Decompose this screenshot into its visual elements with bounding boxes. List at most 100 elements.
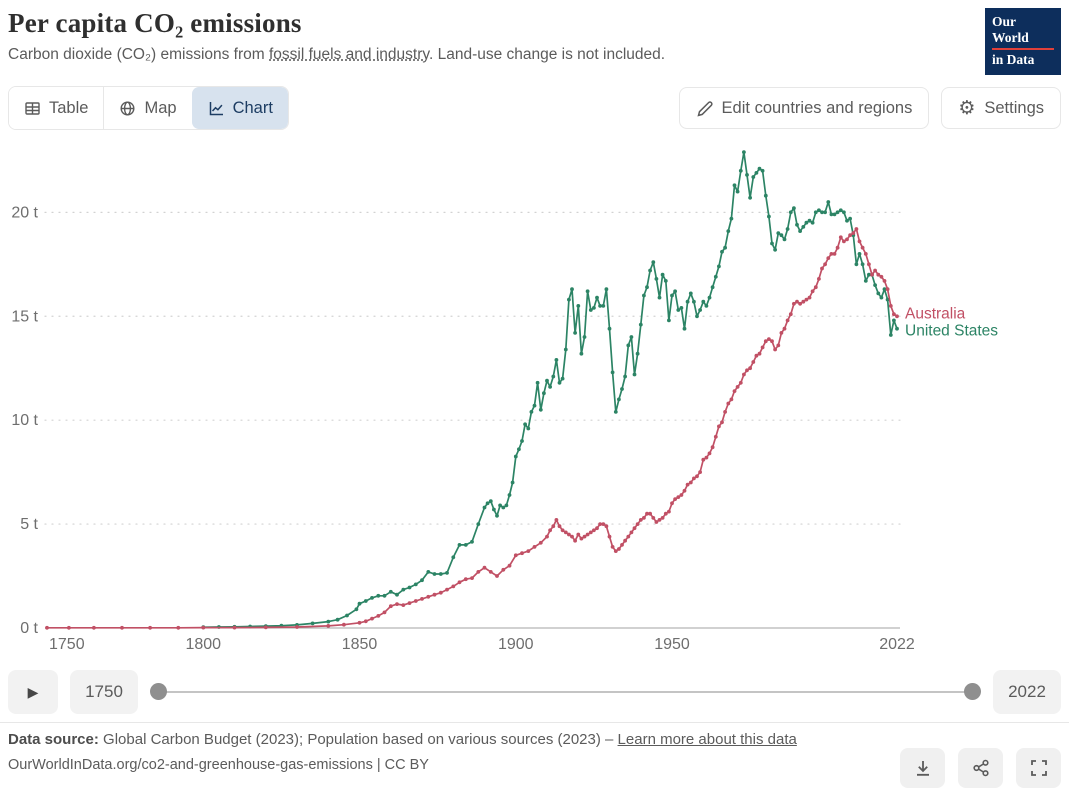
data-point[interactable] [663, 511, 668, 516]
data-point[interactable] [742, 150, 746, 154]
data-point[interactable] [713, 434, 718, 439]
data-point[interactable] [723, 245, 727, 250]
data-point[interactable] [682, 326, 687, 331]
data-point[interactable] [863, 252, 868, 256]
data-point[interactable] [295, 625, 299, 629]
data-point[interactable] [738, 380, 743, 385]
data-point[interactable] [779, 233, 784, 238]
data-point[interactable] [845, 237, 849, 242]
data-point[interactable] [542, 391, 546, 396]
data-point[interactable] [601, 522, 606, 526]
data-point[interactable] [682, 488, 687, 493]
data-point[interactable] [545, 534, 549, 539]
data-point[interactable] [688, 291, 693, 296]
data-point[interactable] [648, 511, 652, 516]
data-point[interactable] [632, 526, 637, 531]
data-point[interactable] [457, 580, 462, 585]
data-point[interactable] [651, 260, 656, 265]
data-point[interactable] [554, 518, 559, 522]
data-point[interactable] [620, 543, 624, 547]
data-point[interactable] [388, 604, 393, 609]
tab-chart[interactable]: Chart [191, 87, 288, 129]
data-point[interactable] [463, 577, 468, 582]
data-point[interactable] [501, 505, 506, 510]
data-point[interactable] [820, 266, 824, 271]
data-point[interactable] [595, 295, 599, 300]
data-point[interactable] [626, 343, 631, 348]
data-point[interactable] [642, 293, 646, 298]
data-point[interactable] [854, 227, 859, 231]
data-point[interactable] [745, 173, 749, 177]
data-point[interactable] [695, 314, 699, 319]
data-point[interactable] [642, 516, 646, 520]
data-point[interactable] [826, 200, 831, 204]
data-point[interactable] [835, 210, 840, 215]
play-button[interactable]: ▶ [8, 670, 58, 714]
data-point[interactable] [310, 621, 315, 626]
data-point[interactable] [670, 293, 674, 298]
data-point[interactable] [892, 312, 896, 317]
data-point[interactable] [888, 304, 893, 308]
data-point[interactable] [407, 585, 412, 590]
data-point[interactable] [388, 589, 393, 594]
fullscreen-button[interactable] [1016, 748, 1061, 788]
data-point[interactable] [829, 212, 834, 217]
data-point[interactable] [657, 518, 662, 522]
data-point[interactable] [704, 304, 709, 308]
data-point[interactable] [732, 183, 737, 188]
data-point[interactable] [563, 530, 568, 535]
data-point[interactable] [507, 493, 512, 497]
data-point[interactable] [879, 295, 884, 300]
data-point[interactable] [604, 287, 609, 292]
settings-button[interactable]: ⚙ Settings [941, 87, 1061, 129]
data-point[interactable] [370, 616, 374, 621]
data-point[interactable] [382, 610, 387, 615]
data-point[interactable] [792, 301, 796, 306]
data-point[interactable] [842, 210, 846, 215]
data-point[interactable] [885, 287, 890, 292]
data-point[interactable] [823, 262, 827, 267]
data-point[interactable] [635, 522, 640, 526]
data-point[interactable] [607, 326, 612, 331]
data-point[interactable] [620, 387, 624, 391]
data-point[interactable] [767, 337, 771, 341]
data-point[interactable] [742, 372, 746, 377]
data-point[interactable] [482, 565, 487, 570]
data-point[interactable] [654, 277, 659, 281]
data-point[interactable] [710, 285, 715, 290]
data-point[interactable] [604, 524, 609, 529]
data-point[interactable] [867, 272, 871, 277]
data-point[interactable] [579, 536, 584, 541]
data-point[interactable] [673, 289, 677, 294]
data-point[interactable] [704, 455, 709, 460]
data-point[interactable] [638, 322, 643, 327]
data-point[interactable] [570, 534, 574, 539]
slider-track[interactable] [152, 691, 979, 693]
data-point[interactable] [763, 193, 768, 198]
data-point[interactable] [876, 272, 881, 277]
data-point[interactable] [535, 380, 540, 385]
data-point[interactable] [748, 195, 752, 200]
data-point[interactable] [707, 295, 712, 300]
data-point[interactable] [504, 503, 509, 508]
data-point[interactable] [488, 499, 493, 504]
data-point[interactable] [676, 495, 681, 499]
data-point[interactable] [645, 511, 649, 516]
data-point[interactable] [763, 339, 768, 344]
data-point[interactable] [513, 553, 518, 558]
data-point[interactable] [376, 593, 381, 598]
data-point[interactable] [488, 570, 493, 574]
data-point[interactable] [420, 578, 424, 583]
data-point[interactable] [232, 625, 237, 630]
data-point[interactable] [726, 229, 731, 233]
data-point[interactable] [401, 587, 406, 592]
data-point[interactable] [760, 168, 765, 173]
data-point[interactable] [551, 524, 556, 529]
data-point[interactable] [820, 210, 824, 215]
data-point[interactable] [560, 528, 565, 533]
data-point[interactable] [795, 299, 799, 304]
data-point[interactable] [817, 277, 821, 281]
data-point[interactable] [713, 274, 718, 279]
data-point[interactable] [523, 422, 527, 427]
data-point[interactable] [548, 385, 552, 389]
